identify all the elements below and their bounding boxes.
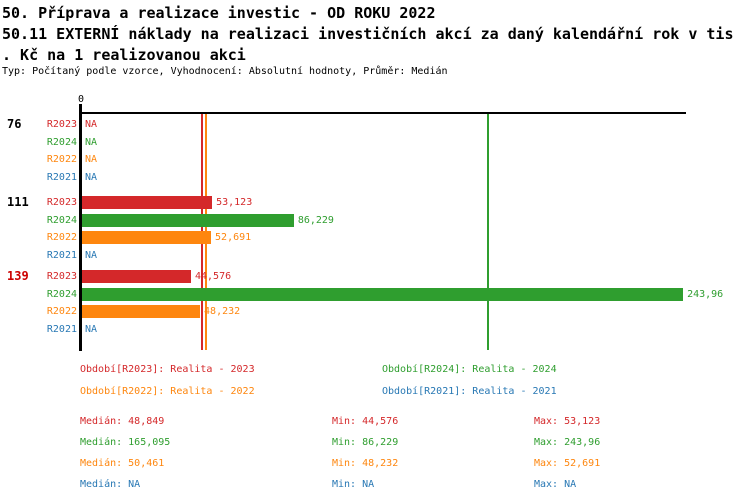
series-label: R2024	[46, 136, 77, 148]
stat-min: Min: NA	[332, 479, 375, 490]
group-id-label: 76	[7, 117, 22, 131]
bar[interactable]	[81, 195, 213, 209]
series-label: R2022	[46, 231, 77, 243]
series-label: R2024	[46, 214, 77, 226]
series-label: R2021	[46, 323, 77, 335]
bar-value-label: 52,691	[215, 231, 252, 243]
page-title-line1: 50. Příprava a realizace investic - OD R…	[2, 4, 436, 22]
legend-item-r2021: Období[R2021]: Realita - 2021	[382, 386, 557, 397]
series-label: R2021	[46, 249, 77, 261]
chart-row: R2024 86,229	[0, 213, 750, 227]
bar-value-label: 48,232	[204, 305, 241, 317]
series-label: R2024	[46, 288, 77, 300]
bar[interactable]	[81, 230, 212, 244]
legend-item-r2022: Období[R2022]: Realita - 2022	[80, 386, 255, 397]
series-label: R2023	[46, 118, 77, 130]
legend-item-r2023: Období[R2023]: Realita - 2023	[80, 364, 255, 375]
stat-median: Medián: 48,849	[80, 416, 165, 427]
bar-value-label: 53,123	[216, 196, 253, 208]
bar-value-label: NA	[85, 136, 98, 148]
bar-value-label: 44,576	[195, 270, 232, 282]
chart-row: R2022 NA	[0, 152, 750, 166]
bar-value-label: NA	[85, 153, 98, 165]
stat-min: Min: 48,232	[332, 458, 399, 469]
stat-max: Max: 243,96	[534, 437, 601, 448]
x-axis-line	[79, 112, 686, 114]
stat-max: Max: 52,691	[534, 458, 601, 469]
series-label: R2022	[46, 153, 77, 165]
bar[interactable]	[81, 304, 201, 318]
legend-item-r2024: Období[R2024]: Realita - 2024	[382, 364, 557, 375]
group-id-label: 111	[7, 195, 29, 209]
stat-median: Medián: 165,095	[80, 437, 171, 448]
chart-subtitle: Typ: Počítaný podle vzorce, Vyhodnocení:…	[2, 66, 448, 77]
bar[interactable]	[81, 269, 191, 283]
series-label: R2022	[46, 305, 77, 317]
stat-median: Medián: NA	[80, 479, 141, 490]
page-title-line2: 50.11 EXTERNÍ náklady na realizaci inves…	[2, 25, 734, 43]
chart-row: R2023 53,123	[0, 195, 750, 209]
bar-value-label: 243,96	[687, 288, 724, 300]
bar-value-label: NA	[85, 171, 98, 183]
chart-row: R2023 44,576	[0, 269, 750, 283]
chart-row: R2021 NA	[0, 170, 750, 184]
stat-min: Min: 86,229	[332, 437, 399, 448]
chart-row: R2021 NA	[0, 248, 750, 262]
series-label: R2023	[46, 196, 77, 208]
stat-min: Min: 44,576	[332, 416, 399, 427]
series-label: R2023	[46, 270, 77, 282]
bar-value-label: 86,229	[297, 214, 334, 226]
chart-row: R2022 48,232	[0, 304, 750, 318]
chart-row: R2022 52,691	[0, 230, 750, 244]
bar[interactable]	[81, 287, 684, 301]
stat-max: Max: NA	[534, 479, 577, 490]
stat-median: Medián: 50,461	[80, 458, 165, 469]
bar-value-label: NA	[85, 118, 98, 130]
chart-row: R2021 NA	[0, 322, 750, 336]
bar[interactable]	[81, 213, 294, 227]
bar-value-label: NA	[85, 249, 98, 261]
series-label: R2021	[46, 171, 77, 183]
median-line-r2024	[487, 114, 490, 350]
chart-row: R2023 NA	[0, 117, 750, 131]
stat-max: Max: 53,123	[534, 416, 601, 427]
chart-row: R2024 243,96	[0, 287, 750, 301]
page-title-line3: . Kč na 1 realizovanou akci	[2, 46, 246, 64]
y-axis-line	[79, 104, 82, 351]
bar-value-label: NA	[85, 323, 98, 335]
group-id-label: 139	[7, 269, 29, 283]
chart-row: R2024 NA	[0, 135, 750, 149]
x-axis-origin-label: 0	[77, 94, 85, 105]
